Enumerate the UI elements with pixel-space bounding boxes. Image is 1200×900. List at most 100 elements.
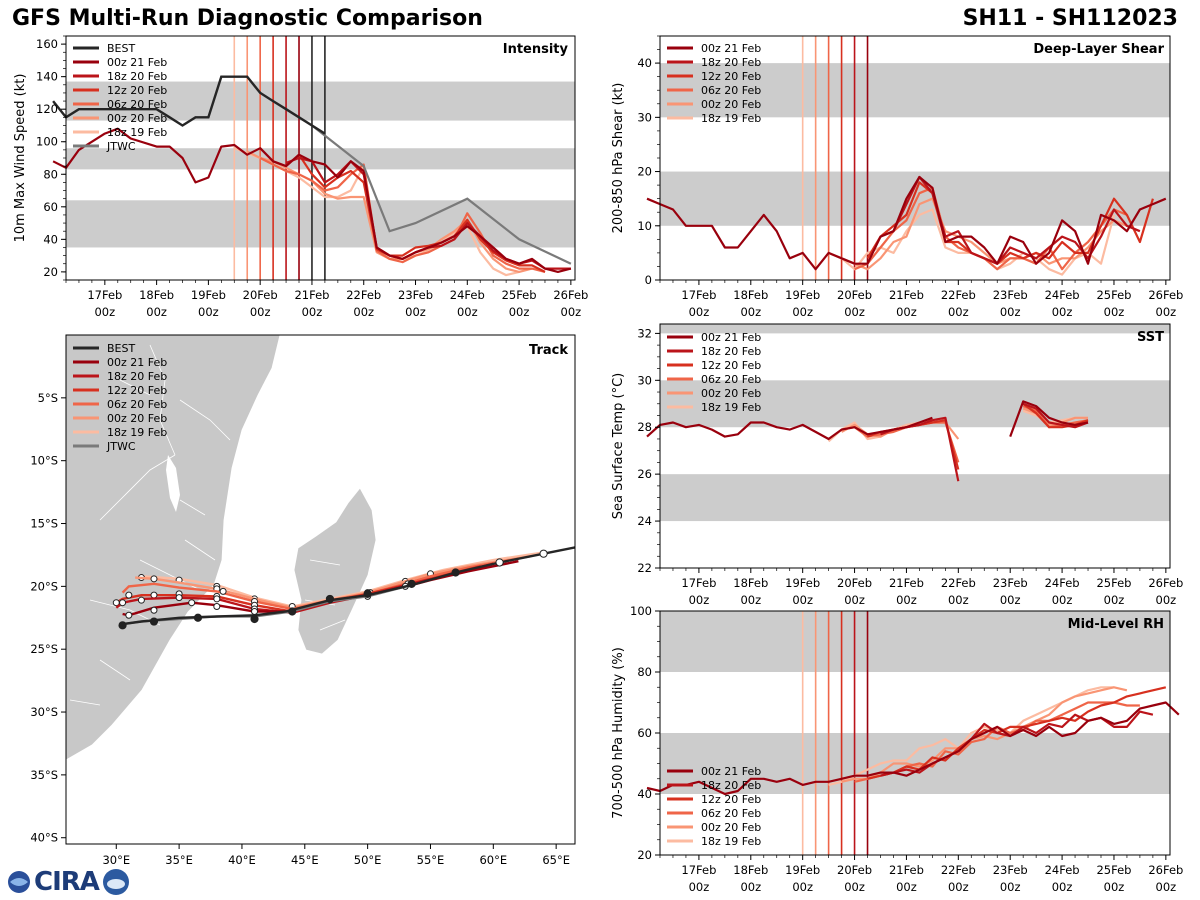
sst-xtick-label-hour: 00z — [1000, 593, 1021, 607]
track-point-best — [149, 617, 159, 626]
track-xtick-label: 55°E — [417, 853, 445, 867]
shear-xtick-label-date: 17Feb — [681, 288, 716, 302]
sst-series-00z-21-feb-late- — [1009, 400, 1089, 437]
intensity-band-2 — [66, 81, 575, 121]
intensity-ytick-label: 140 — [36, 70, 58, 84]
rh-series-18z-20-feb — [880, 710, 1154, 777]
track-point-18z-20-feb — [213, 595, 221, 603]
sst-xtick-label-date: 19Feb — [785, 576, 820, 590]
rh-series-00z-21-feb — [646, 701, 1180, 796]
shear-xtick-label-hour: 00z — [1104, 305, 1125, 319]
sst-xtick-label-date: 20Feb — [837, 576, 872, 590]
intensity-legend-label: 00z 21 Feb — [107, 56, 167, 69]
shear-xtick-label-date: 26Feb — [1148, 288, 1183, 302]
track-title: Track — [529, 343, 568, 358]
intensity-series-00z-21-feb — [52, 127, 572, 273]
intensity-legend-label: BEST — [107, 42, 135, 55]
intensity-xtick-label-hour: 00z — [457, 305, 478, 319]
intensity-band-0 — [66, 200, 575, 248]
rh-xtick-label-date: 26Feb — [1148, 863, 1183, 877]
sst-xtick-label-hour: 00z — [1052, 593, 1073, 607]
track-ytick-label: 15°S — [30, 517, 58, 531]
sst-xtick-label-date: 25Feb — [1096, 576, 1131, 590]
track-ytick-label: 30°S — [30, 705, 58, 719]
rh-xtick-label-date: 24Feb — [1045, 863, 1080, 877]
rh-legend-label: 06z 20 Feb — [701, 807, 761, 820]
rh-xtick-label-hour: 00z — [1052, 880, 1073, 894]
sst-ytick-label: 24 — [637, 514, 652, 528]
rh-xtick-label-hour: 00z — [948, 880, 969, 894]
sst-legend-label: 18z 19 Feb — [701, 401, 761, 414]
track-point-best — [451, 568, 460, 577]
shear-legend-label: 12z 20 Feb — [701, 70, 761, 83]
intensity-xtick-label-hour: 00z — [198, 305, 219, 319]
intensity-xtick-label-hour: 00z — [302, 305, 323, 319]
sst-ytick-label: 22 — [637, 561, 652, 575]
rh-xtick-label-date: 23Feb — [993, 863, 1028, 877]
madagascar-landmass — [293, 487, 377, 655]
shear-ytick-label: 40 — [637, 56, 652, 70]
sst-title: SST — [1137, 330, 1164, 345]
sst-xtick-label-hour: 00z — [792, 593, 813, 607]
track-point-best — [193, 613, 203, 622]
intensity-xtick-label-hour: 00z — [405, 305, 426, 319]
intensity-xtick-label-hour: 00z — [146, 305, 167, 319]
rh-xtick-label-hour: 00z — [689, 880, 710, 894]
sst-xtick-label-hour: 00z — [948, 593, 969, 607]
intensity-xtick-label-hour: 00z — [509, 305, 530, 319]
shear-legend-label: 18z 19 Feb — [701, 112, 761, 125]
sst-xtick-label-hour: 00z — [1156, 593, 1177, 607]
track-point-18z-20-feb — [137, 596, 145, 604]
sst-xtick-label-date: 17Feb — [681, 576, 716, 590]
rh-legend-label: 18z 19 Feb — [701, 835, 761, 848]
intensity-series-12z-20-feb — [272, 153, 546, 273]
shear-title: Deep-Layer Shear — [1033, 42, 1164, 57]
track-point-06z-20-feb — [219, 587, 227, 595]
shear-panel: 0 10 20 30 40 17Feb 00z 18Feb 00z 19Feb 00z 20Feb 00… — [611, 35, 1183, 319]
track-point-18z-20-feb — [175, 594, 183, 602]
sst-legend-label: 00z 20 Feb — [701, 387, 761, 400]
shear-xtick-label-hour: 00z — [1000, 305, 1021, 319]
rh-ylabel: 700-500 hPa Humidity (%) — [611, 647, 626, 819]
sst-series-06z-20-feb-late- — [1022, 405, 1089, 429]
rh-xtick-label-date: 25Feb — [1096, 863, 1131, 877]
sst-xtick-label-date: 24Feb — [1045, 576, 1080, 590]
track-legend-label: JTWC — [106, 440, 136, 453]
track-legend-label: 00z 20 Feb — [107, 412, 167, 425]
rh-xtick-label-hour: 00z — [844, 880, 865, 894]
sst-band-1 — [660, 380, 1170, 428]
shear-xtick-label-date: 18Feb — [733, 288, 768, 302]
track-legend-label: 18z 20 Feb — [107, 370, 167, 383]
track-xtick-label: 50°E — [354, 853, 382, 867]
track-point-best — [539, 549, 548, 558]
rh-ytick-label: 100 — [630, 604, 652, 618]
intensity-ytick-label: 160 — [36, 37, 58, 51]
track-xtick-label: 65°E — [542, 853, 570, 867]
shear-xtick-label-hour: 00z — [740, 305, 761, 319]
track-point-00z-21-feb — [125, 611, 133, 619]
shear-legend-label: 00z 20 Feb — [701, 98, 761, 111]
sst-xtick-label-date: 22Feb — [941, 576, 976, 590]
track-xtick-label: 40°E — [228, 853, 256, 867]
rh-panel: 20 40 60 80 100 17Feb 00z 18Feb 00z 19Feb 00z 20Feb… — [611, 604, 1183, 894]
track-point-12z-20-feb — [125, 591, 133, 599]
track-legend-label: BEST — [107, 342, 135, 355]
intensity-ytick-label: 80 — [43, 167, 58, 181]
intensity-xtick-label-date: 17Feb — [87, 288, 122, 302]
rh-xtick-label-hour: 00z — [792, 880, 813, 894]
intensity-legend-label: 18z 19 Feb — [107, 126, 167, 139]
sst-xtick-label-date: 21Feb — [889, 576, 924, 590]
sst-axes-frame — [659, 323, 1171, 569]
rh-legend-label: 00z 21 Feb — [701, 765, 761, 778]
intensity-xtick-label-hour: 00z — [94, 305, 115, 319]
globe-icon — [8, 871, 30, 893]
track-ytick-label: 5°S — [38, 391, 58, 405]
rh-legend-label: 18z 20 Feb — [701, 779, 761, 792]
rh-xtick-label-hour: 00z — [740, 880, 761, 894]
storm-id-title: SH11 - SH112023 — [962, 6, 1178, 31]
sst-series-18z-20-feb — [880, 416, 960, 482]
shear-ytick-label: 0 — [645, 273, 652, 287]
track-legend-label: 12z 20 Feb — [107, 384, 167, 397]
shear-xtick-label-date: 22Feb — [941, 288, 976, 302]
